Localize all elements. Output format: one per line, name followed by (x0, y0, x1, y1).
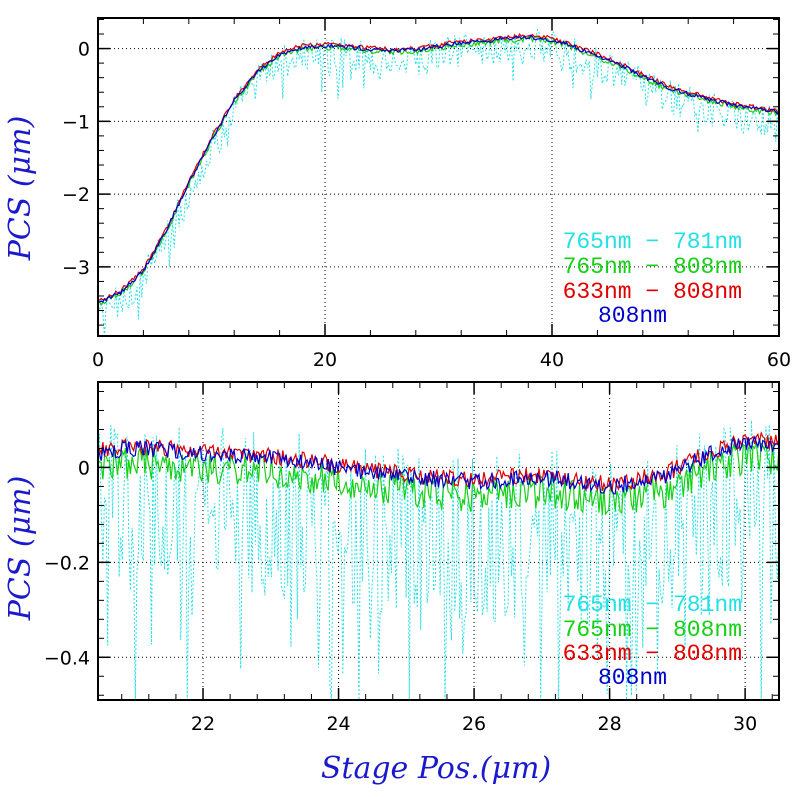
x-tick-label-0: 22 (191, 713, 215, 735)
bottom-panel-plot-area (97, 420, 780, 701)
x-tick-label-1: 20 (313, 349, 337, 371)
bottom-panel-y-axis-title: PCS (μm) (3, 476, 38, 622)
bottom-legend-entry-1: 765nm − 781nm (563, 592, 742, 618)
x-tick-label-3: 28 (598, 713, 622, 735)
top-legend-entry-3: 633nm − 808nm (563, 279, 742, 305)
bottom-panel-ticks (98, 382, 779, 700)
y-tick-label-2: −2 (62, 184, 90, 206)
bottom-legend-entry-3: 633nm − 808nm (563, 641, 742, 667)
x-axis-title: Stage Pos.(μm) (321, 751, 551, 786)
x-tick-label-3: 60 (767, 349, 791, 371)
y-tick-label-3: −3 (62, 257, 90, 279)
x-tick-label-2: 26 (462, 713, 486, 735)
bottom-panel-frame (97, 381, 780, 701)
top-panel-legend: 765nm − 781nm 765nm − 808nm 633nm − 808n… (563, 229, 742, 329)
top-panel-frame (97, 17, 780, 337)
y-tick-label-0: 0 (78, 457, 90, 479)
top-legend-entry-4: 808nm (598, 303, 667, 329)
series-line-1 (97, 420, 780, 701)
series-line-4 (97, 435, 780, 495)
x-tick-label-4: 30 (733, 713, 757, 735)
top-legend-entry-1: 765nm − 781nm (563, 229, 742, 255)
top-panel: 0 20 40 60 0 −1 −2 −3 PCS (μm) 765nm − 781nm 76… (3, 17, 791, 371)
y-tick-label-1: −0.2 (44, 552, 90, 574)
top-legend-entry-2: 765nm − 808nm (563, 254, 742, 280)
bottom-panel: 22 24 26 28 30 0 −0.2 −0.4 PCS (μm) Stage Pos.(… (3, 381, 780, 786)
bottom-panel-legend: 765nm − 781nm 765nm − 808nm 633nm − 808n… (563, 592, 742, 691)
y-tick-label-0: 0 (78, 39, 90, 61)
top-panel-plot-area (97, 28, 780, 337)
top-panel-tick-labels: 0 20 40 60 0 −1 −2 −3 (62, 39, 791, 371)
y-tick-label-2: −0.4 (44, 647, 90, 669)
bottom-legend-entry-4: 808nm (598, 665, 667, 691)
x-tick-label-0: 0 (92, 349, 104, 371)
series-line-4 (97, 34, 780, 303)
x-tick-label-2: 40 (540, 349, 564, 371)
series-line-2 (97, 441, 780, 516)
y-tick-label-1: −1 (62, 111, 90, 133)
top-panel-y-axis-title: PCS (μm) (3, 116, 38, 262)
bottom-legend-entry-2: 765nm − 808nm (563, 617, 742, 643)
x-tick-label-1: 24 (326, 713, 350, 735)
bottom-panel-grid (98, 382, 779, 700)
bottom-panel-tick-labels: 22 24 26 28 30 0 −0.2 −0.4 (44, 457, 757, 735)
